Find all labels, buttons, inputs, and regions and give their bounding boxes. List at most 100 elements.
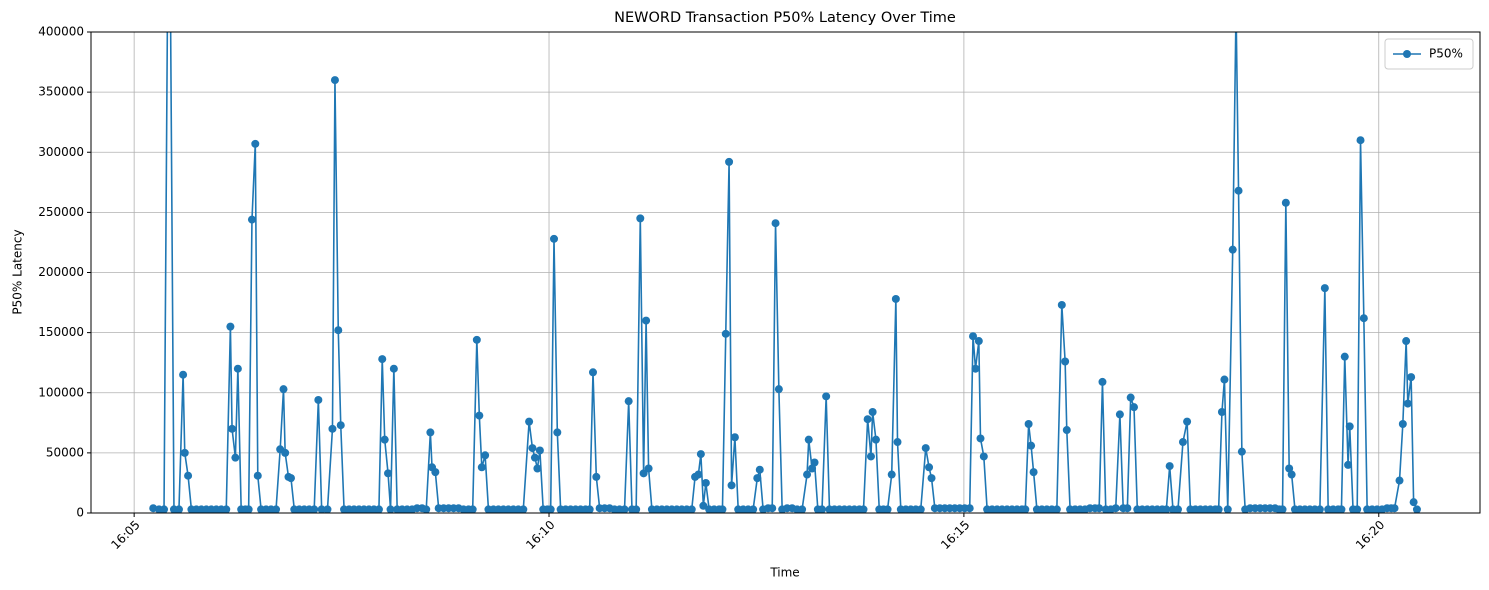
marker (553, 428, 562, 437)
marker (893, 438, 902, 447)
marker (384, 469, 393, 478)
marker (871, 435, 880, 444)
marker (644, 464, 653, 473)
marker (1178, 438, 1187, 447)
marker (226, 322, 235, 331)
marker (550, 234, 558, 243)
marker (969, 332, 978, 341)
marker (1234, 186, 1243, 195)
marker (310, 505, 319, 513)
marker (1395, 476, 1404, 485)
marker (535, 446, 544, 455)
marker (530, 453, 539, 462)
marker (389, 364, 398, 373)
marker (701, 478, 710, 487)
marker (374, 505, 383, 513)
marker (472, 335, 481, 344)
marker (233, 364, 242, 373)
marker (620, 505, 629, 513)
marker (1398, 420, 1407, 429)
marker (1390, 504, 1399, 513)
y-tick-label: 350000 (38, 85, 84, 99)
marker (699, 501, 708, 510)
marker (866, 452, 875, 461)
marker (798, 505, 807, 513)
marker (642, 316, 651, 325)
marker (1111, 504, 1120, 513)
marker (718, 505, 727, 513)
marker (251, 139, 260, 148)
marker (803, 470, 812, 479)
marker (768, 504, 777, 513)
marker (481, 451, 490, 460)
marker (1403, 399, 1412, 408)
marker (1098, 377, 1107, 386)
marker (328, 424, 337, 433)
marker (1126, 393, 1135, 402)
marker (1165, 462, 1174, 471)
marker (422, 505, 431, 513)
marker (1220, 375, 1229, 384)
marker (184, 471, 193, 480)
marker (730, 433, 739, 442)
marker (588, 368, 597, 377)
y-tick-label: 200000 (38, 265, 84, 279)
marker (965, 504, 974, 513)
marker (1061, 357, 1070, 366)
legend: P50% (1384, 38, 1474, 70)
plot-area (149, 32, 1421, 513)
marker (721, 329, 730, 338)
marker (822, 392, 831, 401)
marker (592, 472, 601, 481)
marker (1062, 426, 1071, 435)
marker (525, 417, 534, 426)
marker (925, 463, 934, 472)
marker (1407, 373, 1416, 382)
marker (1129, 403, 1138, 412)
marker (468, 505, 477, 513)
y-tick-label: 50000 (46, 445, 84, 459)
marker (971, 364, 980, 373)
marker (696, 450, 705, 459)
marker (179, 370, 188, 379)
marker (1345, 422, 1354, 431)
marker (1281, 198, 1290, 207)
marker (687, 505, 696, 513)
marker (1029, 468, 1038, 477)
marker (431, 468, 440, 477)
marker (1223, 505, 1232, 513)
marker (380, 435, 389, 444)
marker (174, 505, 183, 513)
marker (1024, 420, 1033, 429)
marker (753, 474, 762, 483)
marker (1315, 505, 1324, 513)
y-tick-label: 300000 (38, 145, 84, 159)
marker (231, 453, 240, 462)
marker (974, 337, 983, 346)
legend-marker (1403, 50, 1411, 58)
marker (1356, 136, 1365, 145)
marker (426, 428, 435, 437)
marker (1173, 505, 1182, 513)
marker (921, 444, 930, 453)
marker (1278, 505, 1287, 513)
x-axis-label: Time (769, 566, 799, 580)
marker (694, 470, 703, 479)
marker (1359, 314, 1368, 323)
marker (228, 424, 237, 433)
marker (810, 458, 819, 467)
marker (863, 415, 872, 424)
marker (1409, 498, 1418, 507)
marker (253, 471, 262, 480)
marker (1027, 441, 1036, 450)
marker (749, 505, 758, 513)
marker (927, 474, 936, 483)
marker (1402, 337, 1411, 346)
marker (477, 463, 486, 472)
marker (1320, 284, 1329, 293)
marker (378, 355, 387, 364)
marker (808, 464, 817, 473)
marker (727, 481, 736, 490)
